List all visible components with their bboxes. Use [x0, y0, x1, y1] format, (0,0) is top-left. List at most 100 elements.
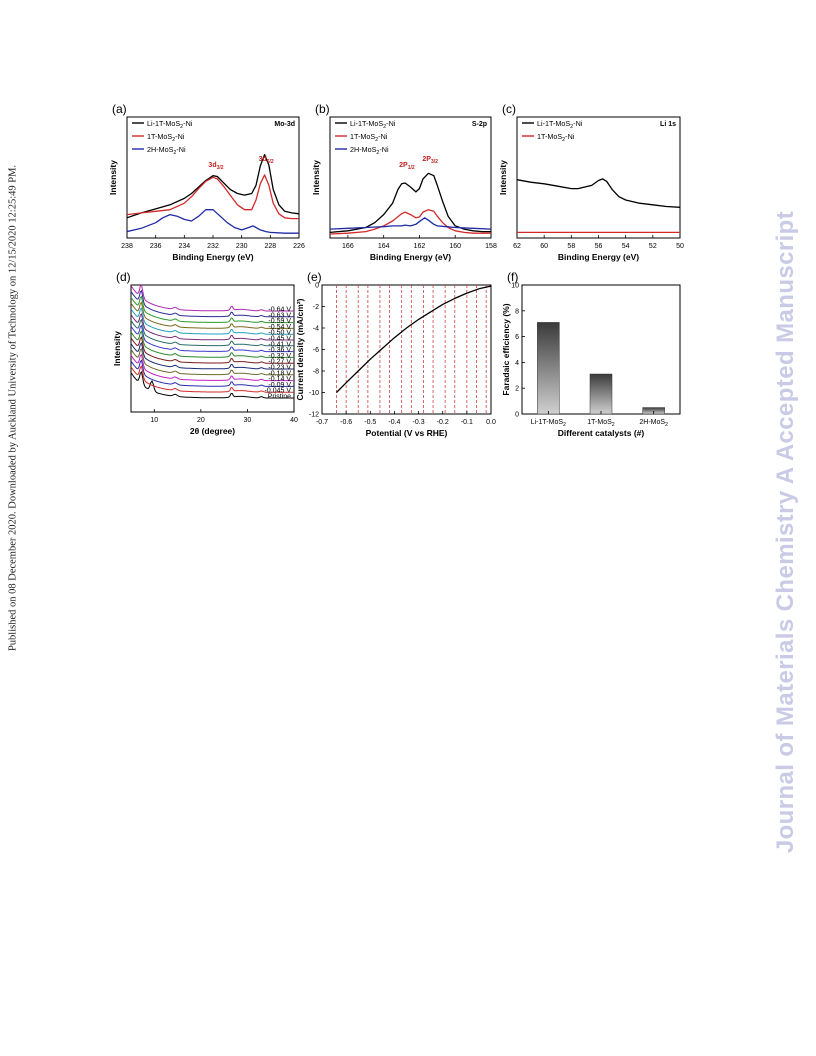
panel-b-legend-label: 2H-MoS2-Ni — [350, 145, 389, 156]
panel-d-xtick-label: 10 — [150, 417, 158, 424]
panel-d-ylabel: Intensity — [112, 331, 122, 366]
panel-a-series-1 — [126, 174, 299, 220]
panel-c-legend-label: Li-1T-MoS2-Ni — [537, 119, 583, 130]
panel-f-bar-1 — [589, 373, 613, 415]
panel-b-xtick-label: 158 — [485, 243, 497, 250]
panel-a-xtick-label: 228 — [264, 243, 276, 250]
panel-f-ytick-label: 2 — [515, 386, 519, 393]
panel-e-label: (e) — [307, 270, 322, 284]
panel-b-xtick-label: 166 — [342, 243, 354, 250]
panel-d-xtick-label: 30 — [244, 417, 252, 424]
panel-b-corner-label: S-2p — [472, 121, 487, 128]
panel-b-series-0 — [329, 172, 491, 234]
panel-a-xtick-label: 232 — [207, 243, 219, 250]
panel-d-curve-label: -0.23 V — [268, 365, 291, 372]
panel-b-frame — [329, 116, 492, 239]
panel-d-curve-label: -0.27 V — [268, 359, 291, 366]
panel-d-curve-label: -0.64 V — [268, 307, 291, 314]
panel-f-category-label: Li-1T-MoS2 — [531, 419, 566, 428]
panel-d-curve-label: -0.63 V — [268, 312, 291, 319]
panel-f-ylabel: Faradaic efficiency (%) — [501, 303, 511, 395]
panel-d-curve-7 — [130, 330, 294, 358]
panel-d-xtick-label: 20 — [197, 417, 205, 424]
panel-e-xtick-label: -0.4 — [388, 419, 400, 426]
panel-e-xtick-label: -0.1 — [461, 419, 473, 426]
panel-e-ytick-label: -6 — [313, 347, 319, 354]
panel-d-curve-label: -0.14 V — [268, 376, 291, 383]
panel-d-curve-2 — [130, 359, 294, 387]
panel-d-curve-10 — [130, 312, 294, 341]
panel-a-legend-label: 1T-MoS2-Ni — [147, 132, 185, 143]
panel-a-annotation: 3d3/2 — [208, 162, 223, 171]
panel-b-xtick-label: 164 — [378, 243, 390, 250]
panel-c-xtick-label: 58 — [567, 243, 575, 250]
panel-c-xtick-label: 60 — [540, 243, 548, 250]
panel-d-curve-1 — [130, 365, 294, 393]
panel-e-ylabel: Current density (mA/cm²) — [295, 298, 305, 400]
panel-c-ylabel: Intensity — [498, 160, 508, 195]
panel-a-xtick-label: 226 — [293, 243, 305, 250]
panel-f-bar-0 — [537, 322, 560, 415]
panel-d-curve-label: -0.045 V — [265, 388, 292, 395]
panel-c-xtick-label: 52 — [649, 243, 657, 250]
panel-e-ytick-label: -8 — [313, 369, 319, 376]
panel-c-xlabel: Binding Energy (eV) — [558, 252, 639, 262]
panel-d-curve-label: -0.59 V — [268, 318, 291, 325]
panel-d-curve-9 — [130, 318, 294, 347]
panel-c-series-0 — [516, 178, 681, 208]
panel-d-frame — [130, 284, 295, 413]
panel-b-legend-label: 1T-MoS2-Ni — [350, 132, 388, 143]
panel-d-curve-8 — [130, 324, 294, 353]
panel-d-curve-12 — [130, 301, 294, 329]
panel-d-curve-15 — [130, 283, 294, 312]
panel-d-curve-11 — [130, 307, 294, 335]
panel-a-xlabel: Binding Energy (eV) — [172, 252, 253, 262]
panel-d-curve-label: -0.36 V — [268, 347, 291, 354]
panel-e-xtick-label: 0.0 — [486, 419, 496, 426]
panel-b-annotation: 2P3/2 — [422, 156, 438, 165]
panel-d-xtick-label: 40 — [290, 417, 298, 424]
panel-d-curve-6 — [130, 336, 294, 364]
panel-a-annotation: 3d5/2 — [259, 156, 274, 165]
panel-e-xtick-label: -0.5 — [364, 419, 376, 426]
panel-f-category-label: 2H-MoS2 — [639, 419, 668, 428]
panel-f-ytick-label: 0 — [515, 412, 519, 419]
panel-e-xlabel: Potential (V vs RHE) — [366, 428, 448, 438]
panel-f-ytick-label: 4 — [515, 360, 519, 367]
panel-c-xtick-label: 62 — [513, 243, 521, 250]
panel-d-curve-14 — [130, 289, 294, 318]
panel-f-ytick-label: 10 — [511, 283, 519, 290]
panel-b-series-2 — [329, 217, 492, 230]
panel-d-curve-label: -0.32 V — [268, 353, 291, 360]
panel-f-ytick-label: 8 — [515, 308, 519, 315]
panel-b-ylabel: Intensity — [311, 160, 321, 195]
panel-a-xtick-label: 236 — [150, 243, 162, 250]
panel-a-corner-label: Mo-3d — [274, 121, 295, 128]
panel-c-xtick-label: 56 — [595, 243, 603, 250]
panel-f-ytick-label: 6 — [515, 334, 519, 341]
panel-f-category-label: 1T-MoS2 — [587, 419, 615, 428]
panel-f-xlabel: Different catalysts (#) — [558, 428, 645, 438]
panel-f-label: (f) — [507, 270, 518, 284]
panel-a-xtick-label: 230 — [236, 243, 248, 250]
panel-b-legend-label: Li-1T-MoS2-Ni — [350, 119, 396, 130]
panel-d-curve-label: Pristine — [268, 394, 291, 401]
panel-a-series-2 — [126, 209, 299, 234]
panel-e-xtick-label: -0.3 — [413, 419, 425, 426]
panel-c-label: (c) — [502, 102, 516, 116]
panel-a-series-0 — [126, 153, 300, 219]
panel-e-ytick-label: -2 — [313, 304, 319, 311]
panel-e-xtick-label: -0.2 — [437, 419, 449, 426]
panel-e-xtick-label: -0.6 — [340, 419, 352, 426]
panel-c-corner-label: Li 1s — [660, 121, 676, 128]
panel-c-xtick-label: 54 — [622, 243, 630, 250]
panel-d-curve-label: -0.54 V — [268, 324, 291, 331]
panel-a-legend-label: 2H-MoS2-Ni — [147, 145, 186, 156]
panel-a-label: (a) — [112, 102, 127, 116]
panel-e-curve-0 — [336, 285, 492, 393]
panel-d-curve-0 — [130, 370, 294, 399]
panel-b-xlabel: Binding Energy (eV) — [370, 252, 451, 262]
panel-d-curve-13 — [130, 295, 294, 324]
panel-b-xtick-label: 162 — [414, 243, 426, 250]
